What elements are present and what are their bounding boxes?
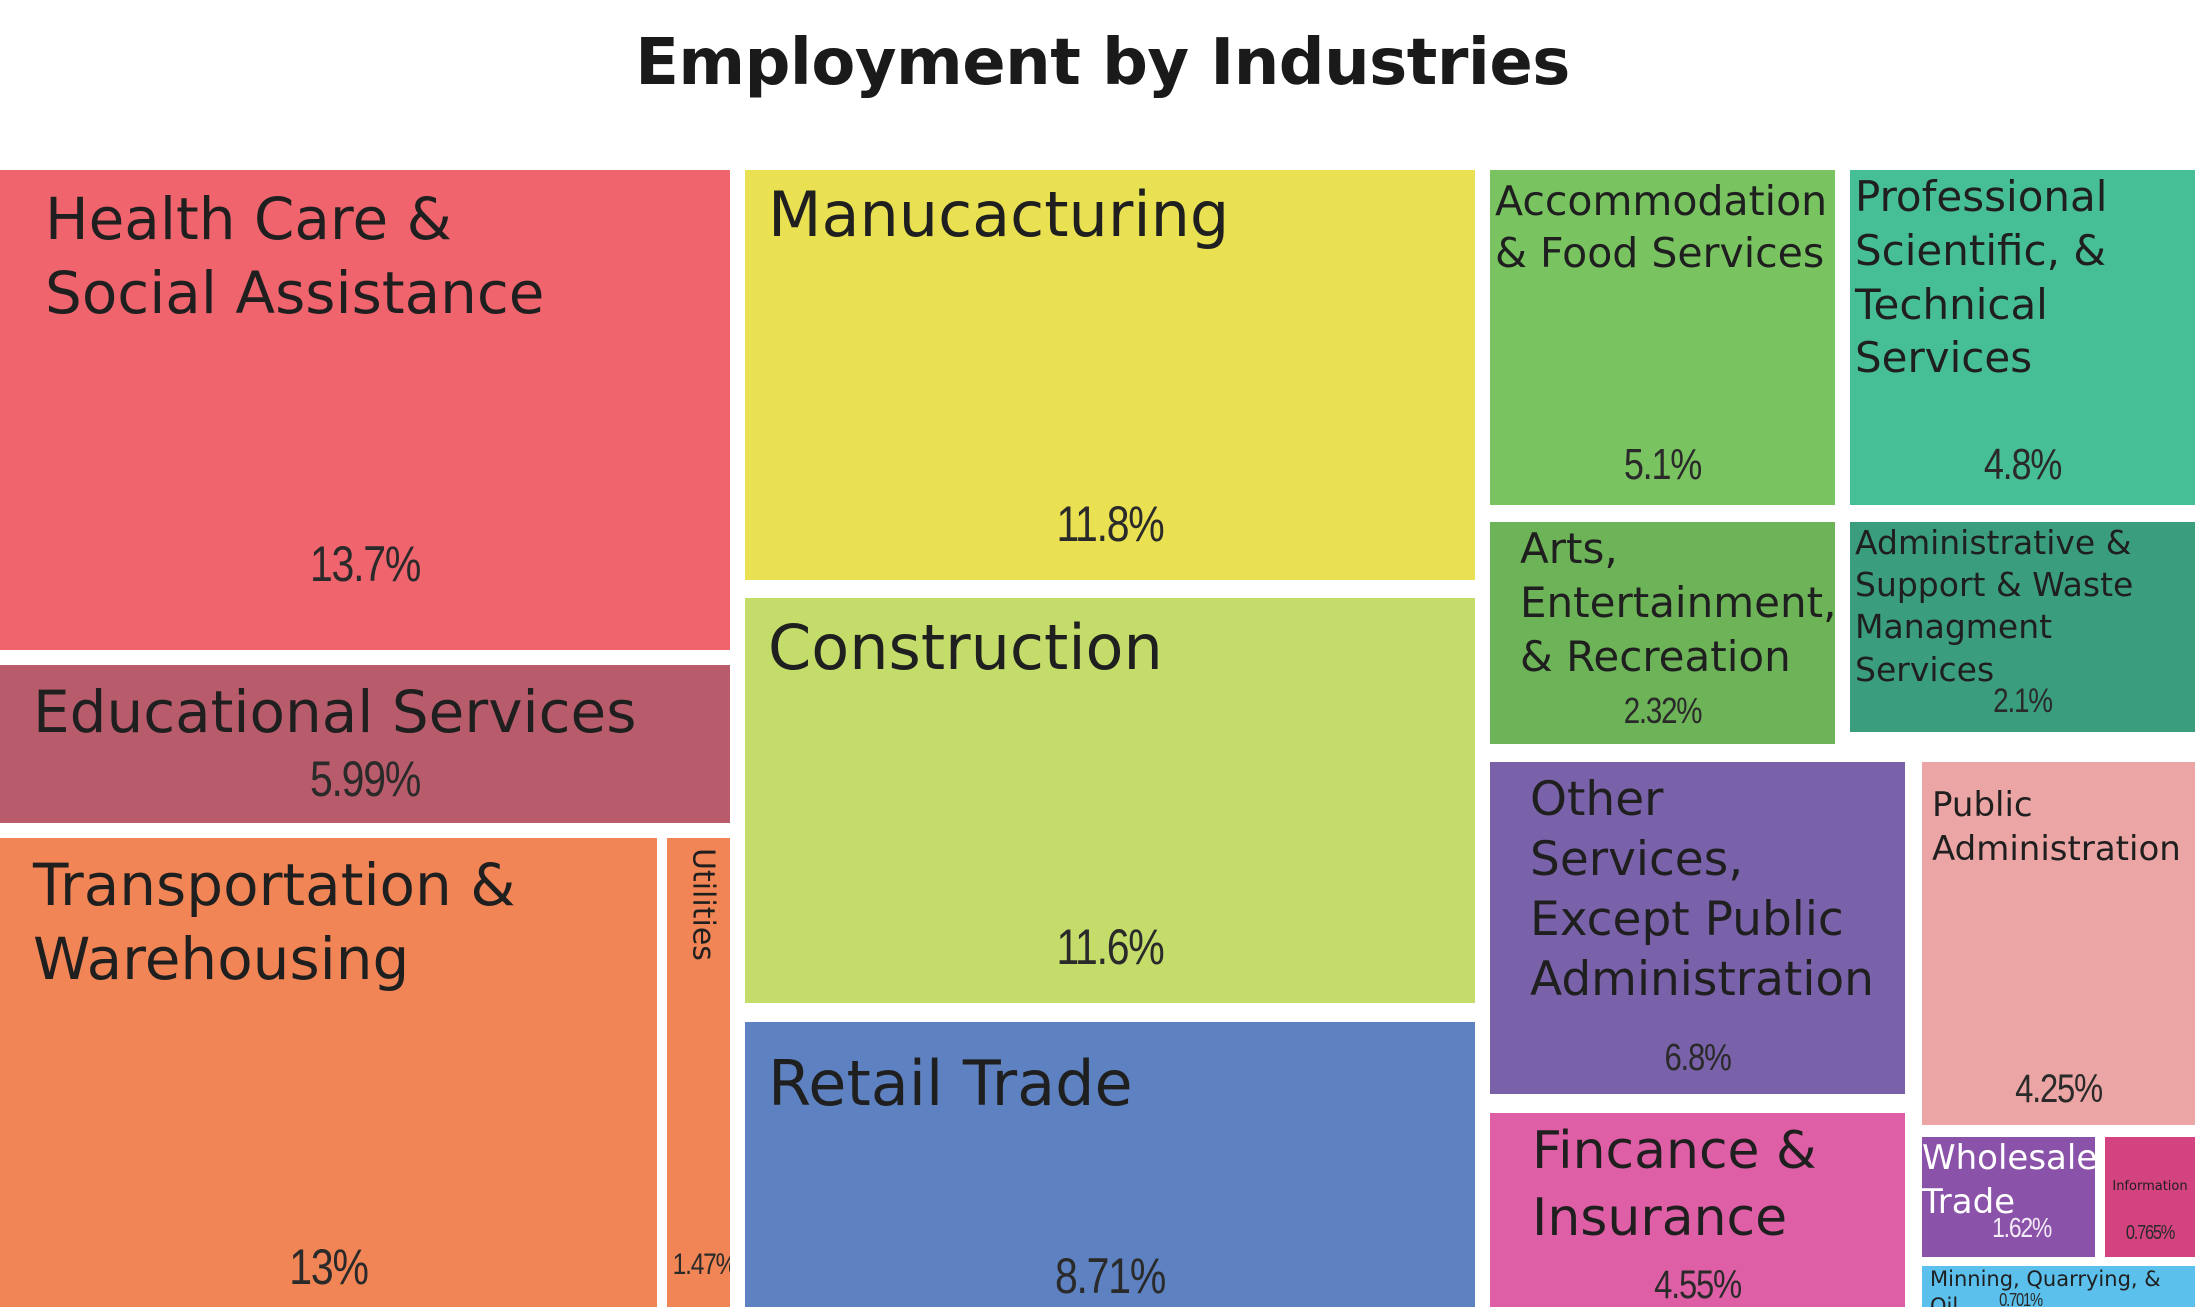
tile-label: Accommodation & Food Services xyxy=(1495,177,1828,278)
tile-label: Minning, Quarrying, & Oil xyxy=(1930,1267,2161,1307)
tile-label: Transportation & Warehousing xyxy=(33,851,516,994)
tile-value: 0.765% xyxy=(2125,1222,2175,1244)
tile-administrative: Administrative & Support & Waste Managme… xyxy=(1850,522,2195,732)
tile-label: Arts, Entertainment, & Recreation xyxy=(1520,524,1835,681)
tile-value: 5.1% xyxy=(1623,440,1703,489)
tile-value: 1.62% xyxy=(1992,1212,2052,1243)
tile-value: 4.55% xyxy=(1654,1263,1742,1307)
tile-value: 2.1% xyxy=(1993,682,2053,720)
tile-retail: Retail Trade 8.71% xyxy=(745,1022,1475,1307)
tile-manufacturing: Manucacturing 11.8% xyxy=(745,170,1475,580)
tile-arts: Arts, Entertainment, & Recreation 2.32% xyxy=(1490,522,1835,744)
tile-utilities: Utilities 1.47% xyxy=(667,838,730,1307)
tile-professional: Professional Scientific, & Technical Ser… xyxy=(1850,170,2195,505)
tile-construction: Construction 11.6% xyxy=(745,598,1475,1003)
tile-value: 4.8% xyxy=(1983,440,2063,489)
tile-label: Educational Services xyxy=(33,678,637,746)
tile-label: Retail Trade xyxy=(768,1047,1133,1120)
tile-wholesale: Wholesale Trade 1.62% xyxy=(1922,1137,2095,1257)
tile-label: Public Administration xyxy=(1932,785,2181,869)
tile-value: 5.99% xyxy=(309,751,421,807)
tile-value: 8.71% xyxy=(1054,1248,1166,1304)
tile-label: Administrative & Support & Waste Managme… xyxy=(1855,523,2134,689)
tile-label: Information xyxy=(2112,1179,2188,1194)
tile-label: Fincance & Insurance xyxy=(1532,1121,1817,1248)
tile-information: Information 0.765% xyxy=(2105,1137,2195,1257)
tile-label: Utilities xyxy=(685,848,721,961)
tile-value: 13.7% xyxy=(309,536,421,592)
tile-finance: Fincance & Insurance 4.55% xyxy=(1490,1113,1905,1307)
tile-label: Wholesale Trade xyxy=(1922,1138,2095,1222)
tile-value: 1.47% xyxy=(672,1248,730,1281)
tile-value: 13% xyxy=(289,1239,369,1295)
tile-value: 11.6% xyxy=(1056,919,1164,975)
tile-accommodation: Accommodation & Food Services 5.1% xyxy=(1490,170,1835,505)
chart-title: Employment by Industries xyxy=(635,26,1570,100)
tile-label: Manucacturing xyxy=(768,178,1230,251)
tile-value: 4.25% xyxy=(2015,1067,2103,1111)
tile-value: 11.8% xyxy=(1056,496,1164,552)
tile-label: Health Care & Social Assistance xyxy=(45,185,545,328)
tile-value: 6.8% xyxy=(1664,1037,1731,1079)
tile-value: 2.32% xyxy=(1623,690,1703,731)
tile-other: Other Services, Except Public Administra… xyxy=(1490,762,1905,1094)
tile-label: Other Services, Except Public Administra… xyxy=(1530,772,1874,1008)
tile-value: 0.701% xyxy=(1999,1290,2043,1307)
tile-education: Educational Services 5.99% xyxy=(0,665,730,823)
tile-mining: Minning, Quarrying, & Oil 0.701% xyxy=(1922,1266,2195,1307)
tile-label: Construction xyxy=(768,611,1163,684)
tile-label: Professional Scientific, & Technical Ser… xyxy=(1855,172,2108,383)
tile-public: Public Administration 4.25% xyxy=(1922,762,2195,1125)
tile-health: Health Care & Social Assistance 13.7% xyxy=(0,170,730,650)
tile-transport: Transportation & Warehousing 13% xyxy=(0,838,657,1307)
